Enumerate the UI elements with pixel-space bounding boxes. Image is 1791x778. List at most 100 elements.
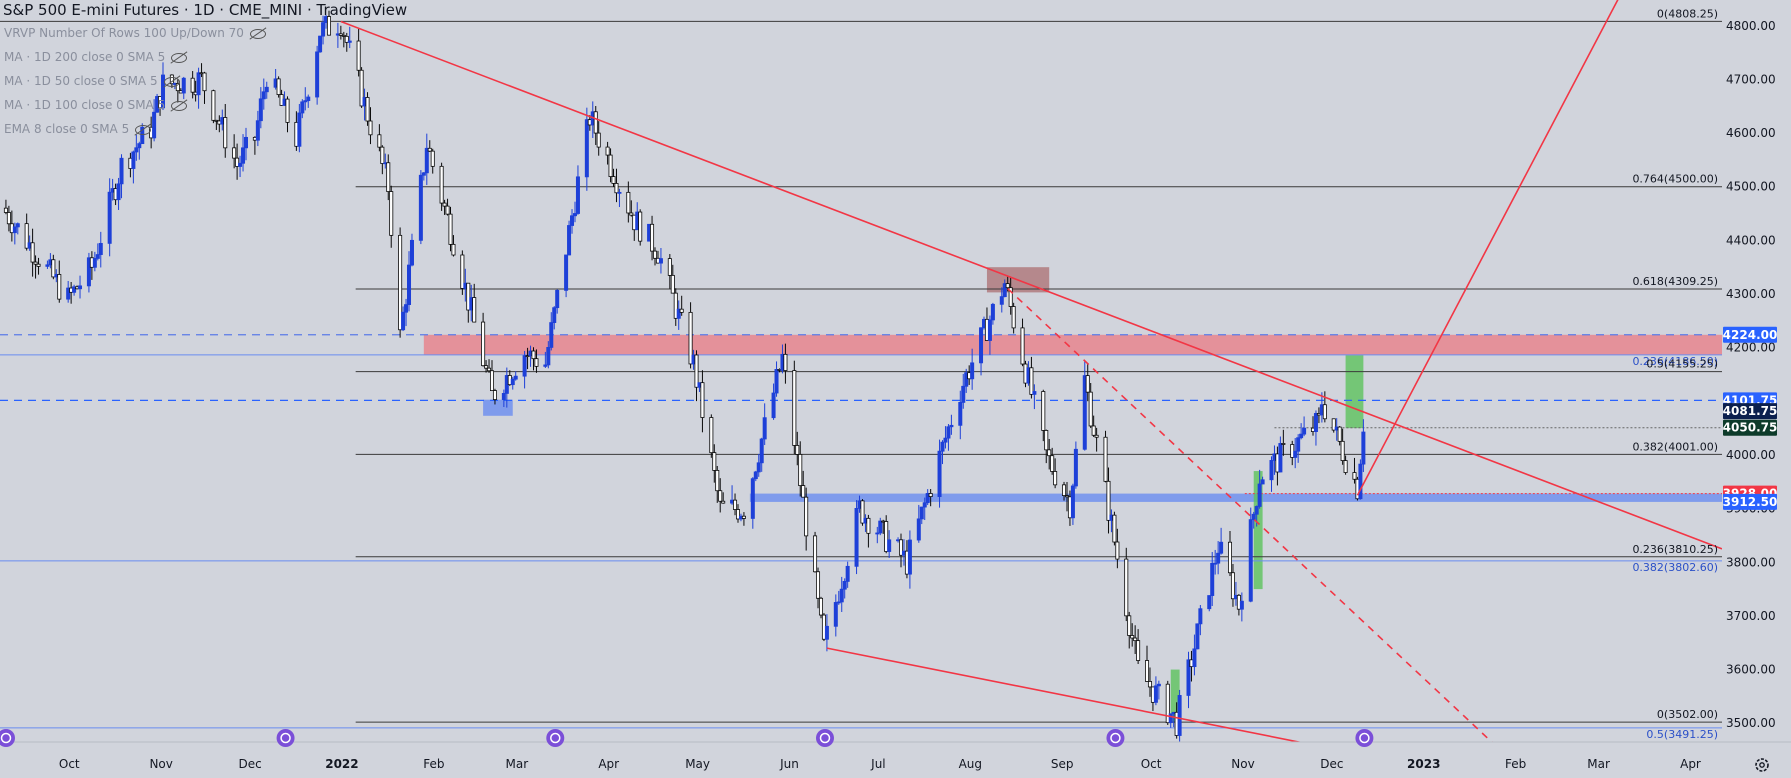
- zone-oct-low: [1170, 669, 1180, 723]
- candle: [629, 200, 634, 217]
- candle: [842, 578, 847, 599]
- candle: [1115, 528, 1120, 569]
- fib-level-label: 0(4808.25): [1657, 7, 1718, 20]
- candle: [736, 504, 741, 523]
- candle: [572, 201, 577, 223]
- y-tick-label: 4000.00: [1726, 448, 1776, 462]
- candle: [937, 439, 942, 508]
- price-label: 4224.00: [1723, 328, 1778, 342]
- candle-body: [51, 259, 56, 278]
- candle-body: [1032, 391, 1037, 395]
- candle-body: [1239, 600, 1244, 610]
- indicator-ema-8[interactable]: EMA 8 close 0 SMA 5: [4, 122, 152, 136]
- candle: [510, 376, 515, 390]
- candle: [107, 178, 112, 257]
- candle: [190, 71, 195, 99]
- candle: [1278, 436, 1283, 473]
- candle-body: [1127, 615, 1132, 636]
- x-tick-label: May: [685, 757, 710, 771]
- candle-body: [676, 308, 681, 319]
- candle-body: [1002, 283, 1007, 298]
- eye-hidden-icon[interactable]: [171, 52, 188, 63]
- candle-body: [3, 207, 8, 213]
- candle: [854, 500, 859, 575]
- chart-title: S&P 500 E-mini Futures · 1D · CME_MINI ·…: [3, 1, 408, 19]
- candle: [1130, 623, 1135, 647]
- event-icon[interactable]: [0, 729, 15, 747]
- candle: [1145, 645, 1150, 682]
- candle-body: [131, 151, 136, 169]
- candle-body: [303, 100, 308, 103]
- candle-body: [1008, 287, 1013, 307]
- candle: [907, 530, 912, 589]
- candle-body: [940, 441, 945, 452]
- candle-body: [860, 500, 865, 524]
- x-tick-label: Oct: [1141, 757, 1162, 771]
- candle-body: [86, 257, 91, 287]
- candle-body: [78, 285, 83, 290]
- event-icon[interactable]: [276, 729, 295, 747]
- candle-body: [211, 90, 216, 121]
- indicator-ma-50[interactable]: MA · 1D 50 close 0 SMA 5: [4, 74, 180, 88]
- indicator-ma-100[interactable]: MA · 1D 100 close 0 SMA 5: [4, 98, 188, 112]
- candle-body: [1213, 562, 1218, 565]
- candle-body: [386, 162, 391, 192]
- candle-body: [1299, 433, 1304, 439]
- candle-body: [925, 493, 930, 504]
- candle-body: [261, 91, 266, 100]
- candle-body: [1005, 283, 1010, 289]
- candle-body: [1053, 471, 1058, 486]
- candle-body: [907, 539, 912, 575]
- candle: [928, 488, 933, 507]
- event-icon[interactable]: [815, 729, 834, 747]
- candle-body: [949, 424, 954, 428]
- event-icon[interactable]: [1355, 729, 1374, 747]
- candle-body: [439, 165, 444, 204]
- candle: [653, 247, 658, 266]
- candle-body: [1156, 683, 1161, 687]
- candle: [555, 289, 560, 314]
- x-tick-label: Feb: [423, 757, 444, 771]
- candle: [427, 140, 432, 152]
- candle-body: [842, 581, 847, 590]
- candle-body: [836, 601, 841, 604]
- candle-body: [1358, 463, 1363, 500]
- event-icon[interactable]: [546, 729, 565, 747]
- candle-body: [919, 506, 924, 520]
- settings-gear-icon[interactable]: [1755, 758, 1769, 772]
- candle-body: [1103, 436, 1108, 482]
- eye-hidden-icon[interactable]: [171, 100, 188, 111]
- candle: [1136, 629, 1141, 664]
- candle-body: [409, 239, 414, 266]
- eye-hidden-icon[interactable]: [249, 28, 266, 39]
- x-tick-label: Mar: [505, 757, 528, 771]
- candle: [1085, 363, 1090, 402]
- candle: [368, 107, 373, 145]
- candle: [1032, 384, 1037, 410]
- candle-body: [1130, 635, 1135, 639]
- candle: [1343, 455, 1348, 475]
- candle-body: [1195, 623, 1200, 650]
- candle-body: [961, 385, 966, 403]
- x-tick-label: Oct: [59, 757, 80, 771]
- candle: [564, 254, 569, 298]
- candle: [887, 530, 892, 558]
- candle: [721, 492, 726, 504]
- eye-hidden-icon[interactable]: [163, 76, 180, 87]
- candle: [1082, 361, 1087, 451]
- candle: [1257, 469, 1262, 509]
- indicator-vrvp[interactable]: VRVP Number Of Rows 100 Up/Down 70: [4, 26, 266, 40]
- candle: [608, 148, 613, 183]
- candle: [430, 148, 435, 174]
- candle-body: [297, 112, 302, 147]
- gear-inner: [1759, 762, 1765, 768]
- eye-hidden-icon[interactable]: [135, 124, 152, 135]
- candle: [1112, 511, 1117, 546]
- candle-body: [593, 111, 598, 134]
- candle-body: [833, 602, 838, 627]
- indicator-ma-200[interactable]: MA · 1D 200 close 0 SMA 5: [4, 50, 188, 64]
- candle: [315, 45, 320, 105]
- event-icon[interactable]: [1106, 729, 1125, 747]
